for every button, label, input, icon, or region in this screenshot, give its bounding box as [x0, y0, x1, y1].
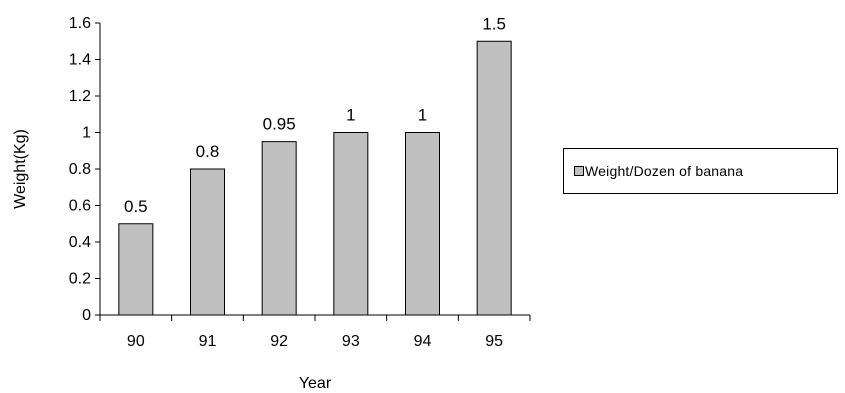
y-tick-label: 1.4	[69, 52, 91, 69]
bar	[333, 132, 369, 316]
bar	[405, 132, 440, 316]
x-tick-label: 92	[270, 333, 288, 350]
data-label: 1	[346, 106, 355, 125]
x-tick-label: 91	[199, 333, 217, 350]
bar	[476, 40, 512, 316]
data-label: 0.8	[196, 142, 220, 161]
y-tick-label: 0.2	[69, 271, 91, 288]
bar	[190, 168, 225, 316]
x-tick-label: 93	[342, 333, 360, 350]
y-tick-label: 1.6	[69, 15, 91, 32]
x-tick-label: 95	[485, 333, 503, 350]
y-tick-label: 0	[82, 307, 91, 324]
data-labels: 0.5 0.8 0.95 1 1 1.5	[124, 14, 506, 216]
bars	[118, 40, 512, 316]
legend-label: Weight/Dozen of banana	[585, 163, 744, 179]
data-label: 0.95	[263, 115, 296, 134]
x-axis-title: Year	[299, 375, 332, 392]
legend: Weight/Dozen of banana	[563, 148, 838, 194]
y-tick-label: 1	[82, 125, 91, 142]
x-tick-label: 94	[414, 333, 432, 350]
bar	[261, 141, 297, 316]
data-label: 1	[418, 106, 427, 125]
data-label: 0.5	[124, 197, 148, 216]
y-tick-label: 1.2	[69, 88, 91, 105]
bar	[118, 223, 154, 316]
data-label: 1.5	[482, 14, 506, 33]
x-axis: 90 91 92 93 94 95	[99, 314, 531, 350]
y-axis: 0 0.2 0.4 0.6 0.8 1 1.2 1.4 1.6	[69, 15, 101, 324]
legend-swatch	[574, 166, 584, 176]
y-tick-label: 0.6	[69, 198, 91, 215]
y-tick-label: 0.4	[69, 234, 91, 251]
x-tick-label: 90	[127, 333, 145, 350]
y-tick-label: 0.8	[69, 161, 91, 178]
y-axis-title: Weight(Kg)	[12, 129, 29, 209]
